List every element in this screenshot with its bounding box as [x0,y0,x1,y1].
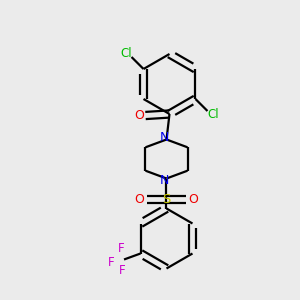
Text: F: F [118,242,125,255]
Text: F: F [108,256,115,269]
Text: O: O [135,193,144,206]
Text: N: N [159,130,169,144]
Text: N: N [159,174,169,188]
Text: Cl: Cl [207,107,219,121]
Text: O: O [134,109,144,122]
Text: S: S [162,193,171,206]
Text: F: F [119,264,126,278]
Text: Cl: Cl [120,47,132,61]
Text: O: O [189,193,198,206]
